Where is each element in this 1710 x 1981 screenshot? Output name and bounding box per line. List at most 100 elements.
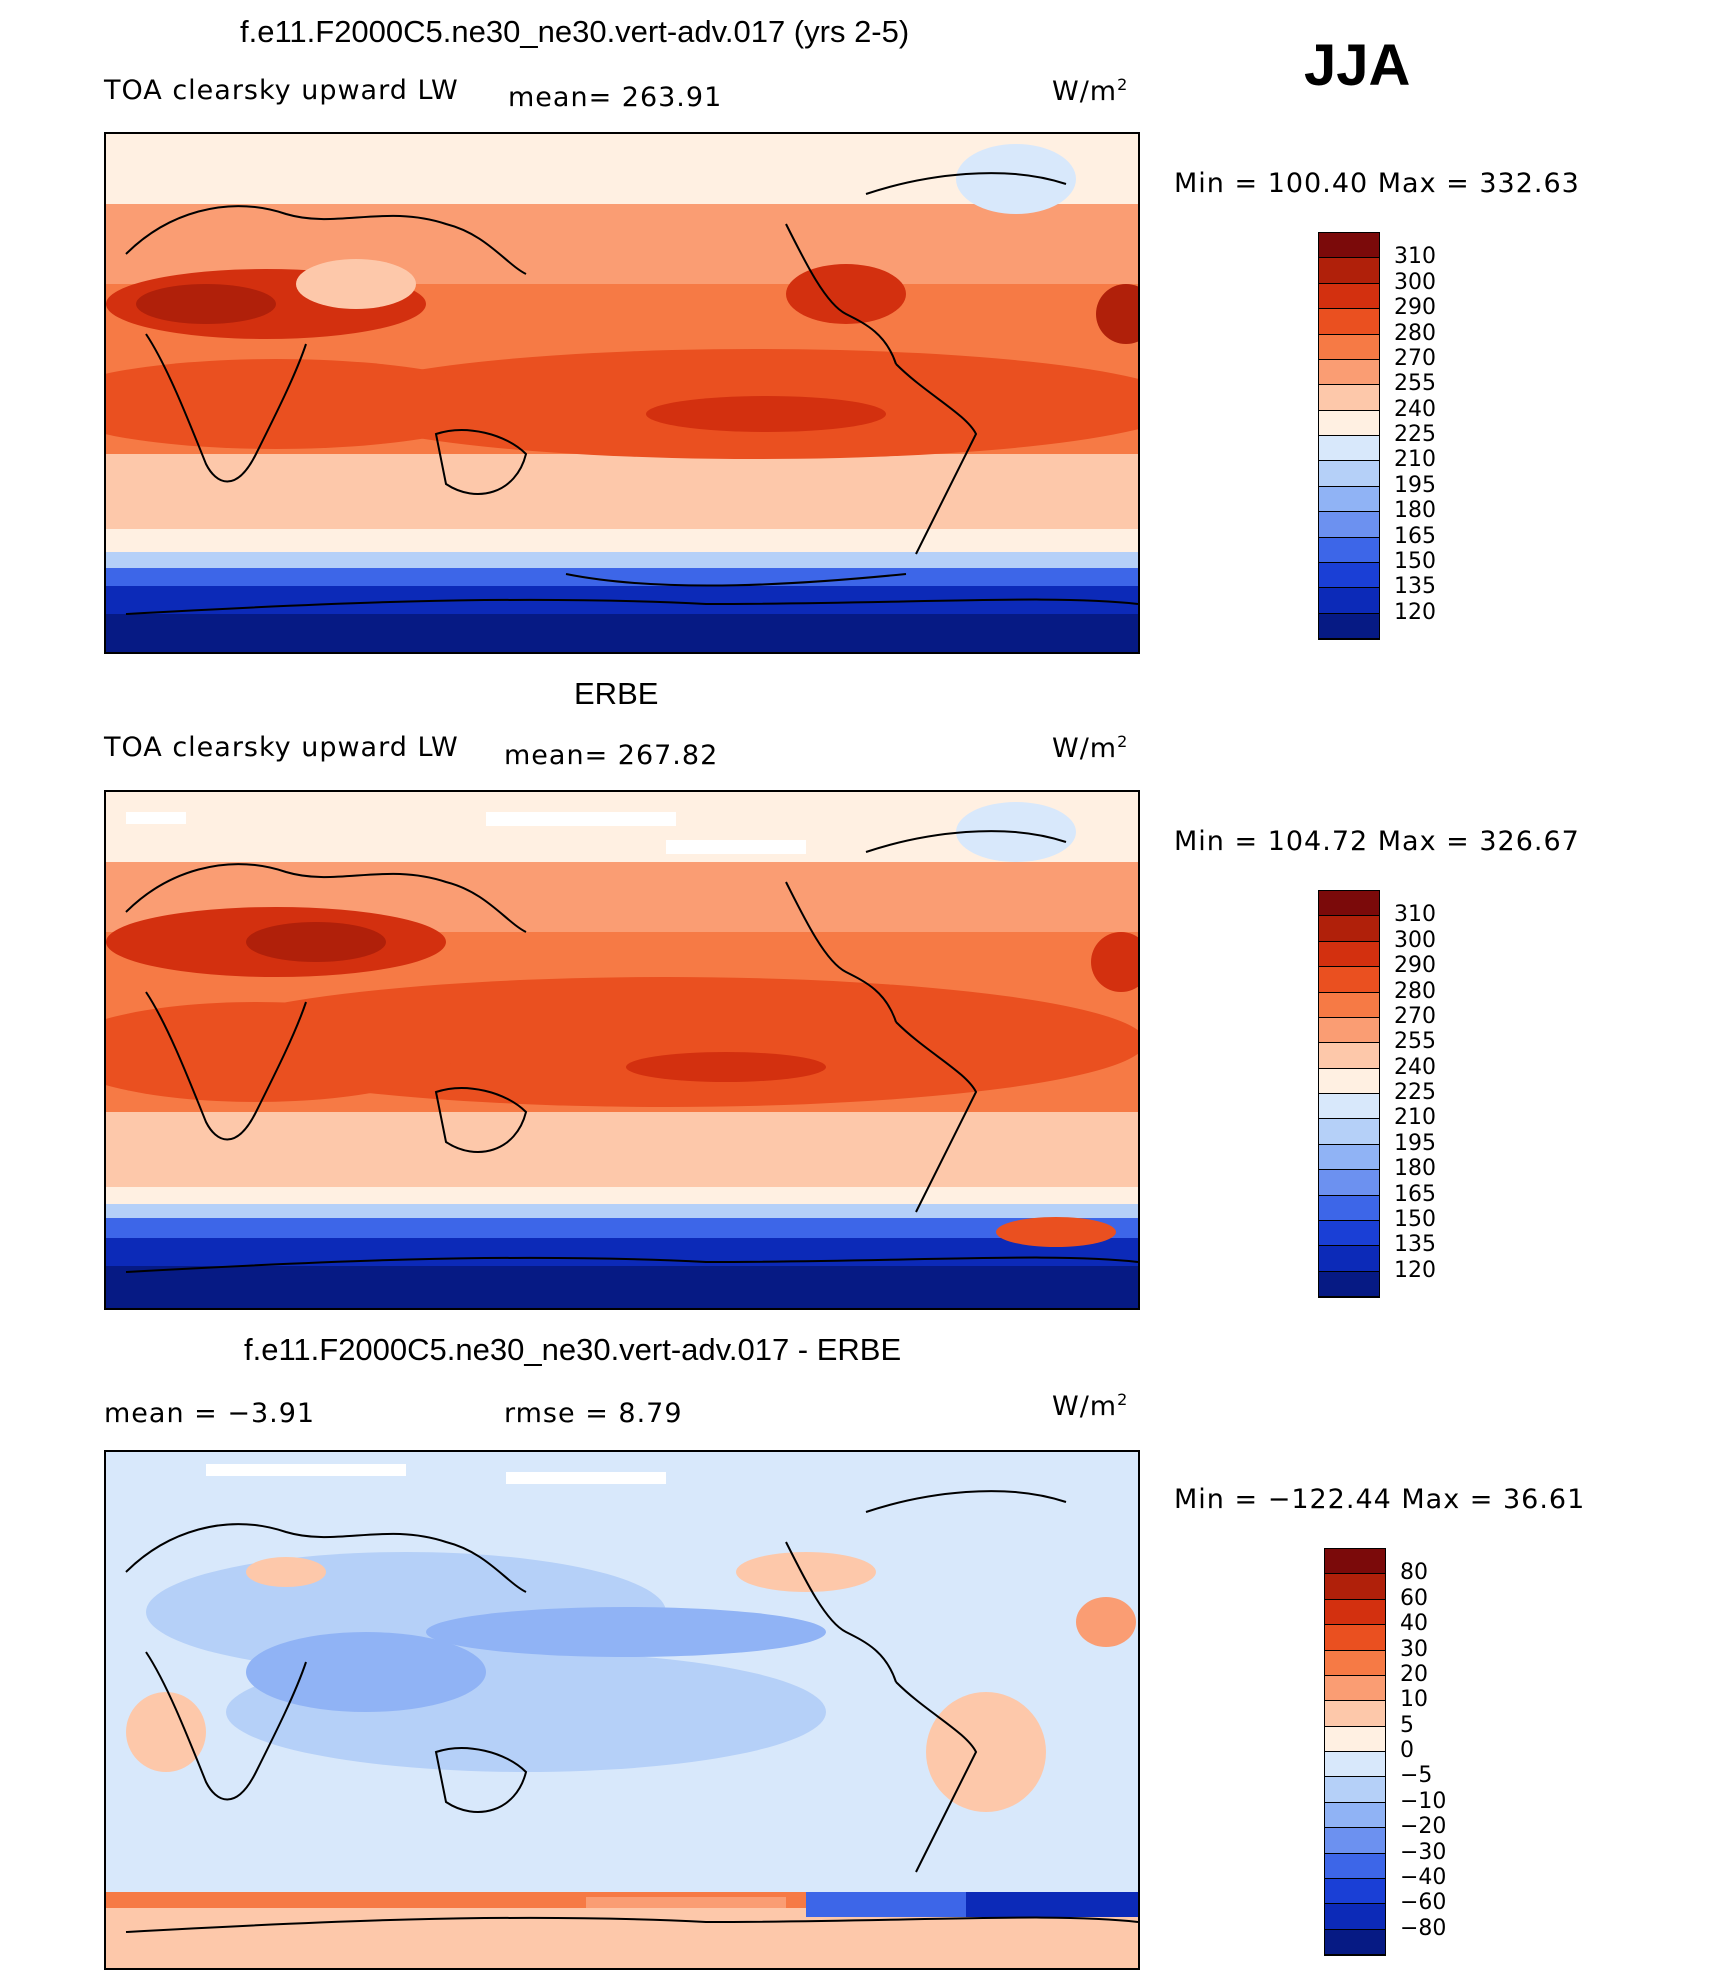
- colorbar-swatch: [1325, 1752, 1385, 1778]
- colorbar-tick-label: 40: [1400, 1611, 1428, 1637]
- colorbar-tick-label: 150: [1394, 1206, 1436, 1232]
- colorbar-swatch: [1319, 562, 1379, 589]
- colorbar-swatch: [1319, 512, 1379, 538]
- panel-3-units: W/m2: [1052, 1390, 1129, 1422]
- colorbar-swatch: [1319, 1043, 1379, 1069]
- panel-2-field: [106, 792, 1138, 1308]
- panel-2-colorbar: [1318, 890, 1380, 1298]
- colorbar-tick-label: −30: [1400, 1839, 1447, 1865]
- colorbar-swatch: [1319, 1068, 1379, 1094]
- colorbar-tick-label: 290: [1394, 295, 1436, 321]
- colorbar-swatch: [1325, 1828, 1385, 1854]
- colorbar-tick-label: −80: [1400, 1915, 1447, 1941]
- colorbar-swatch: [1319, 486, 1379, 513]
- colorbar-tick-label: 290: [1394, 953, 1436, 979]
- colorbar-tick-label: 10: [1400, 1687, 1428, 1713]
- colorbar-tick-label: −60: [1400, 1890, 1447, 1916]
- colorbar-tick-label: 120: [1394, 599, 1436, 625]
- colorbar-tick-label: −20: [1400, 1814, 1447, 1840]
- colorbar-tick-label: 255: [1394, 371, 1436, 397]
- colorbar-tick-label: 310: [1394, 244, 1436, 270]
- colorbar-tick-label: 120: [1394, 1257, 1436, 1283]
- colorbar-swatch: [1325, 1853, 1385, 1879]
- colorbar-tick-label: 300: [1394, 269, 1436, 295]
- colorbar-tick-label: 180: [1394, 1156, 1436, 1182]
- season-label: JJA: [1304, 33, 1411, 98]
- colorbar-swatch: [1319, 1170, 1379, 1196]
- colorbar-tick-label: 210: [1394, 447, 1436, 473]
- colorbar-swatch: [1325, 1929, 1385, 1955]
- colorbar-swatch: [1319, 410, 1379, 436]
- colorbar-tick-label: 20: [1400, 1661, 1428, 1687]
- colorbar-tick-label: 195: [1394, 472, 1436, 498]
- colorbar-tick-label: 150: [1394, 548, 1436, 574]
- colorbar-swatch: [1319, 1220, 1379, 1247]
- colorbar-tick-label: 255: [1394, 1029, 1436, 1055]
- colorbar-swatch: [1325, 1878, 1385, 1905]
- panel-1-mean: mean= 263.91: [508, 82, 723, 113]
- panel-2-units: W/m2: [1052, 732, 1129, 764]
- colorbar-tick-label: 135: [1394, 574, 1436, 600]
- panel-2-mean: mean= 267.82: [504, 740, 719, 771]
- colorbar-tick-label: 300: [1394, 927, 1436, 953]
- colorbar-swatch: [1319, 334, 1379, 360]
- colorbar-tick-label: 195: [1394, 1130, 1436, 1156]
- colorbar-tick-label: 0: [1400, 1738, 1414, 1763]
- colorbar-swatch: [1319, 359, 1379, 386]
- colorbar-tick-label: 225: [1394, 1080, 1436, 1105]
- colorbar-tick-label: 60: [1400, 1585, 1428, 1611]
- colorbar-swatch: [1319, 588, 1379, 614]
- colorbar-tick-label: 5: [1400, 1712, 1414, 1738]
- colorbar-swatch: [1319, 992, 1379, 1018]
- colorbar-tick-label: 240: [1394, 1054, 1436, 1080]
- colorbar-swatch: [1319, 967, 1379, 993]
- colorbar-swatch: [1319, 233, 1379, 259]
- panel-1-colorbar: [1318, 232, 1380, 640]
- colorbar-swatch: [1319, 537, 1379, 563]
- colorbar-tick-label: 280: [1394, 320, 1436, 346]
- colorbar-swatch: [1319, 461, 1379, 487]
- panel-3-field: [106, 1452, 1138, 1968]
- colorbar-swatch: [1325, 1625, 1385, 1651]
- colorbar-tick-label: 165: [1394, 1181, 1436, 1207]
- colorbar-swatch: [1325, 1675, 1385, 1702]
- colorbar-swatch: [1319, 891, 1379, 917]
- colorbar-swatch: [1325, 1701, 1385, 1727]
- colorbar-tick-label: 310: [1394, 902, 1436, 928]
- colorbar-swatch: [1319, 309, 1379, 335]
- colorbar-tick-label: 210: [1394, 1105, 1436, 1131]
- colorbar-swatch: [1319, 1017, 1379, 1044]
- colorbar-tick-label: −10: [1400, 1788, 1447, 1814]
- colorbar-tick-label: 80: [1400, 1560, 1428, 1586]
- colorbar-tick-label: 30: [1400, 1636, 1428, 1662]
- panel-2-map: [104, 790, 1140, 1310]
- panel-2-title: ERBE: [574, 676, 659, 711]
- panel-1-map: [104, 132, 1140, 654]
- colorbar-swatch: [1319, 1271, 1379, 1297]
- panel-3-colorbar: [1324, 1548, 1386, 1956]
- colorbar-tick-label: 240: [1394, 396, 1436, 422]
- panel-2-variable: TOA clearsky upward LW: [104, 732, 459, 763]
- colorbar-swatch: [1319, 283, 1379, 310]
- colorbar-tick-label: −40: [1400, 1864, 1447, 1890]
- colorbar-swatch: [1325, 1549, 1385, 1575]
- colorbar-swatch: [1325, 1802, 1385, 1829]
- colorbar-swatch: [1319, 941, 1379, 968]
- colorbar-swatch: [1319, 916, 1379, 942]
- colorbar-swatch: [1319, 613, 1379, 639]
- colorbar-swatch: [1319, 1094, 1379, 1120]
- panel-2-minmax: Min = 104.72 Max = 326.67: [1174, 826, 1580, 857]
- colorbar-swatch: [1319, 385, 1379, 411]
- colorbar-tick-label: 135: [1394, 1232, 1436, 1258]
- panel-1-field: [106, 134, 1138, 652]
- colorbar-swatch: [1325, 1904, 1385, 1930]
- panel-3-mean: mean = −3.91: [104, 1398, 316, 1429]
- panel-3-map: [104, 1450, 1140, 1970]
- colorbar-swatch: [1319, 1144, 1379, 1171]
- colorbar-swatch: [1325, 1726, 1385, 1752]
- panel-3-title: f.e11.F2000C5.ne30_ne30.vert-adv.017 - E…: [244, 1332, 902, 1367]
- colorbar-tick-label: 165: [1394, 523, 1436, 549]
- colorbar-swatch: [1325, 1650, 1385, 1676]
- panel-1-minmax: Min = 100.40 Max = 332.63: [1174, 168, 1580, 199]
- panel-1-title: f.e11.F2000C5.ne30_ne30.vert-adv.017 (yr…: [240, 14, 910, 49]
